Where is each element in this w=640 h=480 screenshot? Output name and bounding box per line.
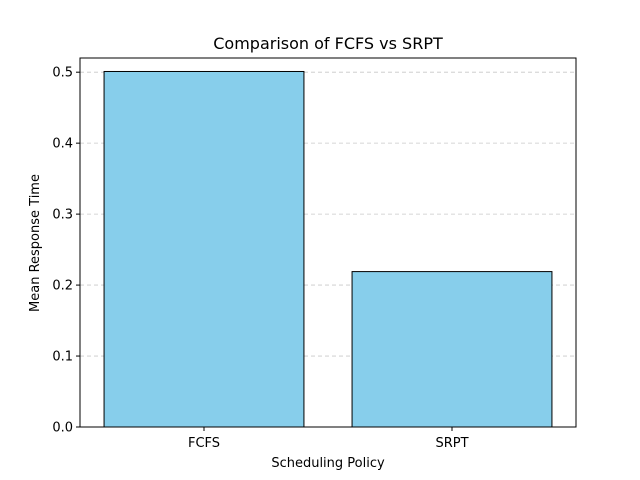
x-tick-label: FCFS: [188, 436, 220, 451]
chart-title: Comparison of FCFS vs SRPT: [213, 34, 443, 53]
x-tick-label: SRPT: [435, 436, 468, 451]
y-tick-label: 0.5: [52, 66, 73, 81]
y-tick-label: 0.0: [52, 421, 73, 436]
plot-frame: [79, 57, 577, 428]
bar-srpt: [351, 271, 553, 428]
y-axis-label: Mean Response Time: [28, 174, 43, 312]
y-tick-label: 0.2: [52, 279, 73, 294]
axis-ticks: 0.0 0.1 0.2 0.3 0.4 0.5 FCFS SRPT: [52, 66, 468, 451]
y-tick-label: 0.3: [52, 208, 73, 223]
bar-fcfs: [103, 70, 305, 428]
y-tick-label: 0.4: [52, 137, 73, 152]
x-axis-label: Scheduling Policy: [271, 456, 385, 471]
y-tick-label: 0.1: [52, 350, 73, 365]
